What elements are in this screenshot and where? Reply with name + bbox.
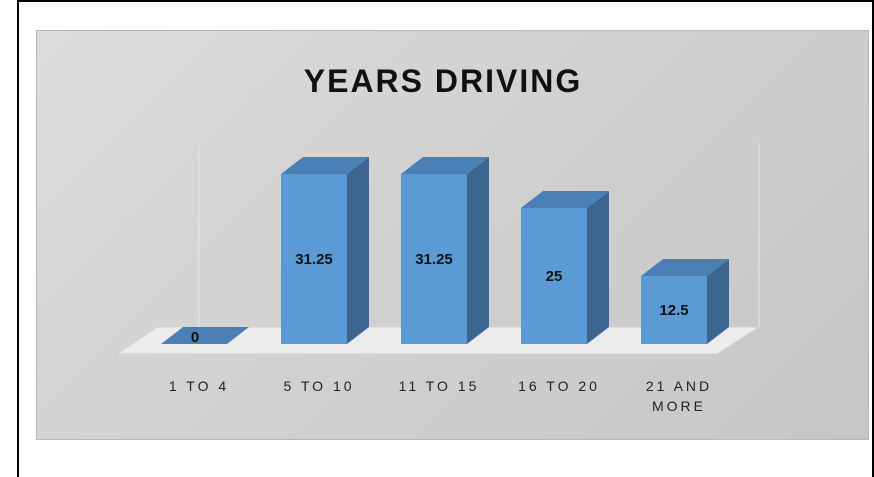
bar-top [161,327,249,344]
bar [401,157,489,344]
data-label: 12.5 [659,302,688,319]
bar-side [347,157,369,344]
data-label: 0 [191,329,199,346]
bar-front [641,276,707,344]
bar-side [587,191,609,344]
bar-top [521,191,609,208]
data-label: 25 [546,268,563,285]
bar-front [281,174,347,344]
data-label: 31.25 [415,251,453,268]
bar-top [281,157,369,174]
document-frame [17,0,874,477]
labels: 0 1 TO 4 31.25 5 TO 10 31.25 11 TO 15 25 16 TO … [169,251,712,414]
bar-side [707,259,729,344]
x-tick-label: 1 TO 4 [169,378,229,394]
chart-area: YEARS DRIVING 0 1 TO 4 31.25 5 TO 10 31.25 11… [36,30,869,440]
bar-front [401,174,467,344]
bar [161,327,249,344]
bar-side [467,157,489,344]
x-tick-label: 21 AND [646,378,712,394]
bar [281,157,369,344]
bars [161,157,729,344]
x-tick-label: 5 TO 10 [283,378,354,394]
bar [641,259,729,344]
bar-top [641,259,729,276]
bar-top [401,157,489,174]
data-label: 31.25 [295,251,333,268]
x-tick-label: MORE [652,398,706,414]
chart: YEARS DRIVING 0 1 TO 4 31.25 5 TO 10 31.25 11… [115,63,761,414]
bar [521,191,609,344]
x-tick-label: 16 TO 20 [518,378,600,394]
x-tick-label: 11 TO 15 [399,378,480,394]
chart-title: YEARS DRIVING [304,63,582,99]
bar-front [521,208,587,344]
